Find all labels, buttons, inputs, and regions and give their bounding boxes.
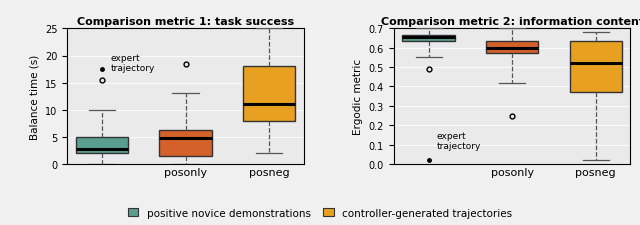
Legend: positive novice demonstrations, controller-generated trajectories: positive novice demonstrations, controll… xyxy=(126,206,514,220)
PathPatch shape xyxy=(243,67,295,121)
PathPatch shape xyxy=(159,130,212,156)
Title: Comparison metric 1: task success: Comparison metric 1: task success xyxy=(77,17,294,27)
Text: expert
trajectory: expert trajectory xyxy=(110,54,155,73)
Title: Comparison metric 2: information content: Comparison metric 2: information content xyxy=(381,17,640,27)
PathPatch shape xyxy=(486,42,538,53)
PathPatch shape xyxy=(76,137,128,153)
PathPatch shape xyxy=(403,35,454,42)
PathPatch shape xyxy=(570,42,621,93)
Y-axis label: Balance time (s): Balance time (s) xyxy=(29,54,40,139)
Y-axis label: Ergodic metric: Ergodic metric xyxy=(353,59,363,135)
Text: expert
trajectory: expert trajectory xyxy=(437,131,481,151)
